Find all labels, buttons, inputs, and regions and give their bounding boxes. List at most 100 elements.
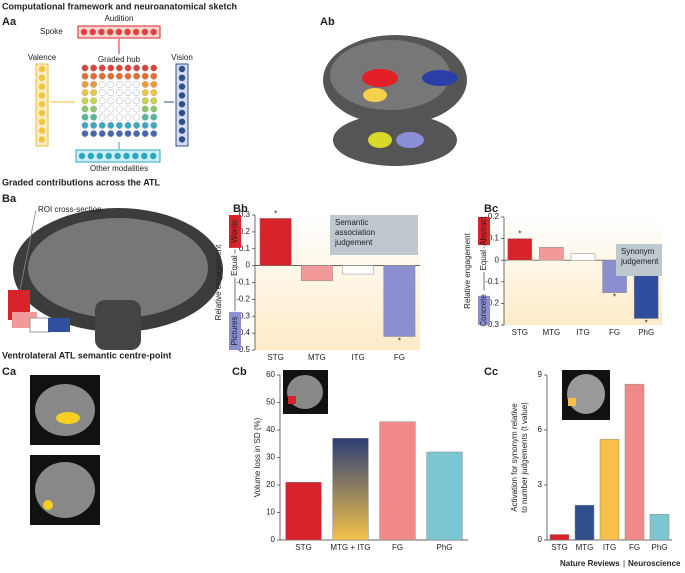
y-axis-label: Relative engagement	[214, 244, 223, 320]
x-tick-label: STG	[267, 353, 283, 362]
task-label: judgement	[334, 238, 373, 247]
vision-dot	[178, 92, 186, 99]
hub-dot	[150, 97, 158, 105]
y-tick-label: -0.3	[485, 320, 499, 329]
hub-dot	[81, 81, 89, 88]
valence-dot	[38, 127, 46, 134]
hub-dot	[150, 105, 158, 113]
task-label: Synonym	[621, 247, 655, 256]
valence-dot	[38, 109, 46, 117]
hub-dot	[90, 105, 98, 113]
hub-dot	[150, 113, 158, 121]
y-tick-label: 50	[266, 398, 275, 407]
vision-dot	[178, 127, 186, 134]
hub-dot	[141, 130, 149, 138]
hub-dot	[150, 81, 158, 88]
x-tick-label: FG	[392, 543, 403, 552]
hub-dot	[98, 122, 106, 129]
top-label-box	[229, 215, 241, 248]
significance-star: *	[518, 230, 521, 239]
y-tick-label: 10	[266, 508, 275, 517]
hub-dot	[98, 130, 106, 138]
y-tick-label: -0.2	[485, 299, 499, 308]
bar	[259, 218, 292, 266]
hub-dot	[90, 89, 98, 97]
x-tick-label: ITG	[351, 353, 364, 362]
diagram-other: Other modalities	[90, 164, 148, 173]
hub-dot	[81, 113, 89, 121]
vision-dot	[178, 118, 186, 126]
spoke-dot	[150, 28, 157, 36]
vision-dot	[178, 83, 186, 90]
y-tick-label: -0.5	[236, 345, 250, 354]
hub-dot	[90, 97, 98, 105]
y-tick-label: 0	[246, 261, 251, 270]
hub-dot	[98, 72, 106, 80]
hub-dot	[133, 130, 141, 138]
section-heading: Computational framework and neuroanatomi…	[2, 1, 237, 11]
hub-dot	[90, 64, 98, 72]
hub-dot	[98, 89, 106, 97]
x-tick-label: ITG	[576, 328, 589, 337]
x-tick-label: FG	[394, 353, 405, 362]
hub-dot	[98, 81, 106, 88]
hub-dot	[98, 113, 106, 121]
hub-dot	[116, 105, 123, 113]
hub-dot	[107, 122, 115, 129]
hub-dot	[116, 89, 123, 97]
inset-brains	[283, 370, 610, 420]
panel-label: Bc	[484, 203, 498, 215]
hub-dot	[150, 72, 158, 80]
bar	[285, 482, 322, 541]
bar	[574, 504, 595, 541]
hub-dot	[90, 81, 98, 88]
hub-dot	[141, 89, 149, 97]
vision-dot	[178, 65, 186, 73]
hub-dot	[124, 122, 132, 129]
top-label: Abstract	[479, 216, 488, 246]
hub-dot	[124, 64, 132, 72]
panel-label: Cc	[484, 366, 498, 378]
y-tick-label: 60	[266, 370, 275, 379]
hub-dot	[141, 72, 149, 80]
bar	[549, 534, 570, 541]
other-dot	[150, 152, 157, 160]
valence-dot	[38, 83, 46, 90]
hub-dot	[90, 72, 98, 80]
panel-label: Ab	[320, 16, 335, 28]
y-tick-label: 0	[538, 535, 543, 544]
panel-label: Ca	[2, 366, 17, 378]
footer-journal: Nature Reviews	[560, 559, 620, 568]
hub-dot	[81, 89, 89, 97]
hub-dot	[141, 105, 149, 113]
x-tick-label: MTG + ITG	[330, 543, 370, 552]
y-axis-label: to number judgements (t value)	[520, 402, 529, 513]
bar	[332, 438, 369, 541]
y-tick-label: 0	[495, 255, 500, 264]
x-tick-label: PhG	[638, 328, 654, 337]
hub-dot	[98, 64, 106, 72]
y-axis-label: Activation for synonym relative	[510, 403, 519, 512]
x-tick-label: PhG	[651, 543, 667, 552]
hub-dot	[133, 97, 141, 105]
hub-dot	[90, 122, 98, 129]
vision-dot	[178, 109, 186, 117]
y-tick-label: 0.1	[239, 244, 251, 253]
y-tick-label: 0.3	[239, 210, 251, 219]
other-dot	[123, 152, 130, 160]
middle-label: Equal	[230, 255, 239, 276]
brain-lateral	[323, 35, 467, 166]
hub-dot	[124, 113, 132, 121]
y-tick-label: 3	[538, 480, 543, 489]
significance-star: *	[274, 209, 277, 218]
hub-dot	[116, 81, 123, 88]
task-box	[616, 244, 662, 276]
top-label-box	[478, 217, 490, 246]
hub-dot	[141, 64, 149, 72]
valence-dot	[38, 92, 46, 99]
hub-dot	[81, 72, 89, 80]
hub-dot	[141, 81, 149, 88]
hub-dot	[107, 97, 115, 105]
other-dot	[141, 152, 148, 160]
hub-dot	[133, 81, 141, 88]
